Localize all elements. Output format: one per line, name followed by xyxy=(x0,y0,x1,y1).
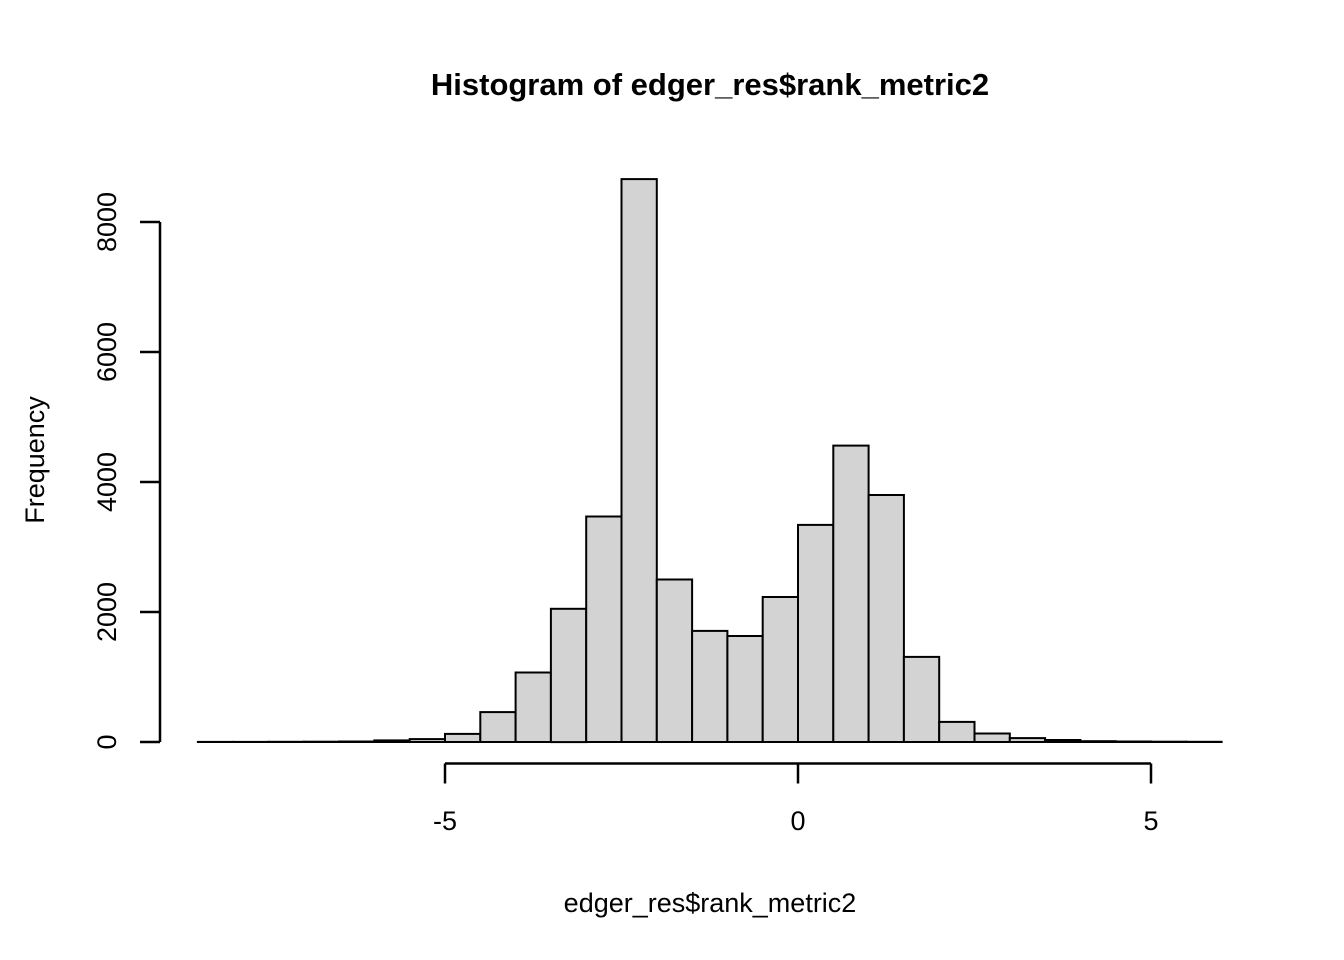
histogram-bar xyxy=(1114,740,1152,743)
histogram-bar xyxy=(797,523,835,744)
x-axis: -5 0 5 xyxy=(433,762,1159,836)
histogram-bar xyxy=(549,607,588,744)
histogram-bar xyxy=(620,178,658,744)
histogram-bar xyxy=(479,711,517,743)
histogram-bar xyxy=(1008,737,1047,743)
y-tick-label: 4000 xyxy=(92,452,122,512)
histogram-bar xyxy=(1044,739,1082,743)
x-axis-label: edger_res$rank_metric2 xyxy=(564,888,857,918)
x-tick-label: -5 xyxy=(433,806,457,836)
y-axis-label: Frequency xyxy=(20,396,50,524)
y-tick-label: 0 xyxy=(92,734,122,749)
bars-group xyxy=(196,178,1223,744)
y-axis: 0 2000 4000 6000 8000 xyxy=(92,192,162,750)
x-tick-label: 5 xyxy=(1143,806,1158,836)
histogram-bar xyxy=(373,739,411,744)
histogram-bar xyxy=(408,738,447,743)
histogram-bar xyxy=(973,732,1011,743)
x-tick-label: 0 xyxy=(790,806,805,836)
histogram-bar xyxy=(514,671,552,743)
y-tick-label: 6000 xyxy=(92,322,122,382)
histogram-bar xyxy=(726,635,764,743)
chart-title: Histogram of edger_res$rank_metric2 xyxy=(431,67,989,102)
histogram-bar xyxy=(938,720,976,744)
y-tick-label: 8000 xyxy=(92,192,122,252)
y-tick-label: 2000 xyxy=(92,582,122,642)
histogram-bar xyxy=(832,444,870,743)
histogram-bar xyxy=(867,494,905,743)
histogram-bar xyxy=(691,629,729,744)
histogram-bar xyxy=(444,732,482,744)
histogram-bar xyxy=(902,655,941,744)
histogram-bar xyxy=(338,740,376,743)
histogram-bar xyxy=(761,596,800,743)
histogram-bar xyxy=(655,578,694,743)
histogram-bar xyxy=(585,515,623,743)
histogram-bar xyxy=(1079,740,1117,744)
